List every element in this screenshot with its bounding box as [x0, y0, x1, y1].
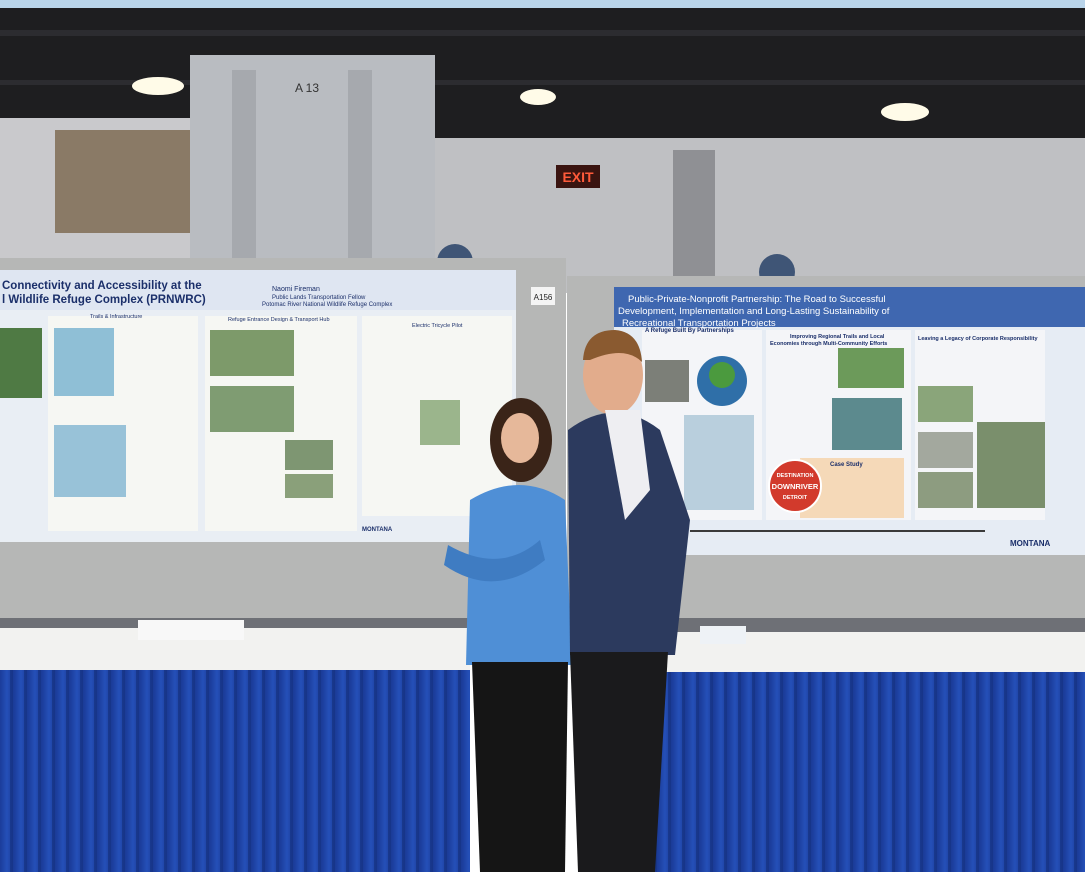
booth-number: [531, 287, 555, 305]
badge-text: DOWNRIVER: [772, 482, 819, 491]
tissue-box: [700, 626, 746, 644]
poster-section: Electric Tricycle Pilot: [412, 323, 463, 329]
dark-pants: [570, 652, 668, 872]
poster-section: Trails & Infrastructure: [90, 314, 142, 320]
poster-logo: MONTANA: [362, 527, 393, 533]
table-skirt: [0, 670, 470, 872]
poster-photo: [832, 398, 902, 450]
poster-title: l Wildlife Refuge Complex (PRNWRC): [2, 294, 206, 306]
poster-role: Public Lands Transportation Fellow: [272, 295, 366, 301]
pillar-label: A 13: [295, 81, 319, 95]
ceiling-beam: [0, 30, 1085, 36]
poster-section: Refuge Entrance Design & Transport Hub: [228, 317, 330, 323]
exit-sign: [556, 165, 600, 188]
ceiling-light: [881, 103, 929, 121]
poster-title: Recreational Transportation Projects: [622, 318, 776, 329]
ceiling-beam: [0, 80, 1085, 85]
poster-map: [0, 328, 42, 398]
poster-section: A Refuge Built By Partnerships: [645, 328, 734, 334]
poster-map: [684, 415, 754, 510]
poster-section: Economies through Multi-Community Effort…: [770, 341, 887, 347]
poster-section: Case Study: [830, 462, 863, 468]
poster-logo: MONTANA: [1010, 539, 1051, 548]
poster-photo: [977, 422, 1045, 508]
poster-header: [0, 270, 516, 310]
exit-sign-text: EXIT: [562, 169, 594, 185]
poster-author: Naomi Fireman: [272, 286, 320, 293]
poster-header: [614, 287, 1085, 327]
navy-blazer: [568, 412, 690, 655]
face: [501, 413, 539, 463]
paper-stack: [138, 620, 244, 640]
pillar: [190, 55, 435, 267]
hair: [583, 330, 642, 362]
poster-section: Improving Regional Trails and Local: [790, 334, 885, 340]
poster-map: [54, 328, 114, 396]
badge-text: DESTINATION: [777, 473, 814, 479]
window: [55, 130, 190, 233]
poster-photo: [918, 386, 973, 422]
poster-photo: [210, 386, 294, 432]
badge-text: DETROIT: [783, 495, 808, 501]
ceiling-light: [520, 89, 556, 105]
pillar-panel: [348, 70, 372, 265]
poster-photo: [645, 360, 689, 402]
poster-photo: [838, 348, 904, 388]
poster-photo: [210, 330, 294, 376]
poster-title: Connectivity and Accessibility at the: [2, 280, 202, 292]
white-shirt: [605, 410, 650, 520]
crossed-arms: [444, 540, 545, 582]
poster-section: Leaving a Legacy of Corporate Responsibi…: [918, 336, 1038, 342]
column: [673, 150, 715, 290]
poster-badge-tree: [709, 362, 735, 388]
poster-title: Development, Implementation and Long-Las…: [618, 306, 890, 317]
black-pants: [472, 662, 568, 872]
ceiling-light: [132, 77, 184, 95]
poster-title: Public-Private-Nonprofit Partnership: Th…: [628, 294, 886, 305]
table-skirt: [650, 672, 1085, 872]
poster-photo: [285, 440, 333, 470]
booth-number-text: A156: [534, 293, 553, 302]
destination-badge: [768, 459, 822, 513]
poster-photo: [918, 432, 973, 468]
poster-map: [54, 425, 126, 497]
poster-photo: [285, 474, 333, 498]
pillar-panel: [232, 70, 256, 265]
poster-figure: [420, 400, 460, 445]
poster-photo: [918, 472, 973, 508]
poster-affiliation: Potomac River National Wildlife Refuge C…: [262, 302, 392, 308]
top-strip: [0, 0, 1085, 8]
